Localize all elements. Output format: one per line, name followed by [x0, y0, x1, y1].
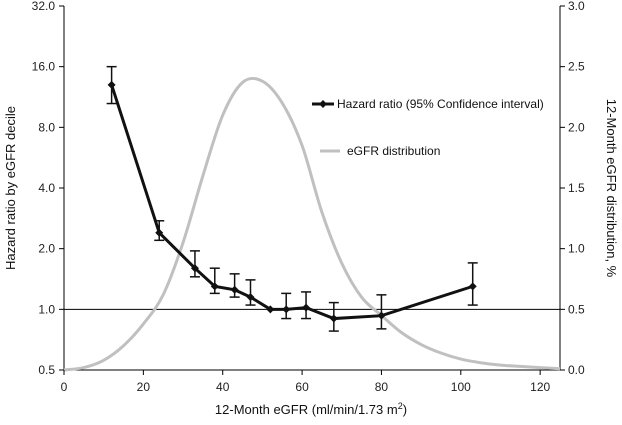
- x-axis-title: 12-Month eGFR (ml/min/1.73 m2): [215, 401, 407, 417]
- y-left-tick-label: 2.0: [38, 242, 55, 256]
- y-right-tick-label: 0.0: [568, 363, 585, 377]
- y-right-tick-label: 2.0: [568, 120, 585, 134]
- hazard-data-point: [282, 305, 291, 314]
- hazard-data-point: [302, 303, 311, 312]
- y-left-tick-label: 32.0: [32, 0, 56, 13]
- distribution-series-line: [63, 76, 561, 372]
- hazard-data-point: [155, 228, 164, 237]
- hazard-ratio-layer: [106, 65, 478, 332]
- y-left-tick-label: 4.0: [38, 181, 55, 195]
- hazard-data-point: [266, 305, 275, 314]
- legend-hazard-label: Hazard ratio (95% Confidence interval): [337, 97, 544, 111]
- plot-frame: [63, 6, 561, 371]
- x-axis-title-main: 12-Month eGFR (ml/min/1.73 m: [215, 402, 398, 417]
- y-left-tick-label: 16.0: [32, 60, 56, 74]
- hazard-data-point: [377, 311, 386, 320]
- x-axis-title-superscript: 2: [398, 401, 403, 411]
- x-tick-label: 80: [375, 380, 389, 394]
- hazard-data-point: [210, 282, 219, 291]
- hazard-data-point: [107, 80, 116, 89]
- y-left-tick-label: 0.5: [38, 363, 55, 377]
- legend: Hazard ratio (95% Confidence interval) e…: [312, 97, 544, 158]
- y-left-tick-label: 1.0: [38, 302, 55, 316]
- x-tick-label: 120: [530, 380, 550, 394]
- x-tick-label: 60: [295, 380, 309, 394]
- x-tick-label: 40: [216, 380, 230, 394]
- y-right-tick-label: 2.5: [568, 60, 585, 74]
- hazard-data-point: [329, 314, 338, 323]
- legend-distribution-label: eGFR distribution: [347, 144, 440, 158]
- hazard-data-point: [230, 285, 239, 294]
- hazard-data-point: [190, 264, 199, 273]
- y-axis-left-title: Hazard ratio by eGFR decile: [3, 106, 18, 270]
- x-tick-label: 100: [451, 380, 471, 394]
- hazard-series-line: [110, 84, 474, 321]
- y-right-tick-label: 0.5: [568, 302, 585, 316]
- y-right-tick-label: 1.5: [568, 181, 585, 195]
- legend-hazard-marker: [319, 100, 327, 108]
- x-tick-label: 20: [137, 380, 151, 394]
- x-tick-label: 0: [61, 380, 68, 394]
- y-axis-right-title: 12-Month eGFR distribution, %: [604, 99, 619, 278]
- ticks-layer: 0 20 40 60 80 100 120 0.5 1.0 2.0 4.0 8.0 16.0 32.0 0.…: [32, 0, 585, 394]
- hazard-data-point: [468, 282, 477, 291]
- y-right-tick-label: 3.0: [568, 0, 585, 13]
- hazard-data-point: [246, 293, 255, 302]
- x-axis-title-close: ): [403, 402, 407, 417]
- y-left-tick-label: 8.0: [38, 120, 55, 134]
- y-right-tick-label: 1.0: [568, 242, 585, 256]
- distribution-layer: [63, 76, 561, 372]
